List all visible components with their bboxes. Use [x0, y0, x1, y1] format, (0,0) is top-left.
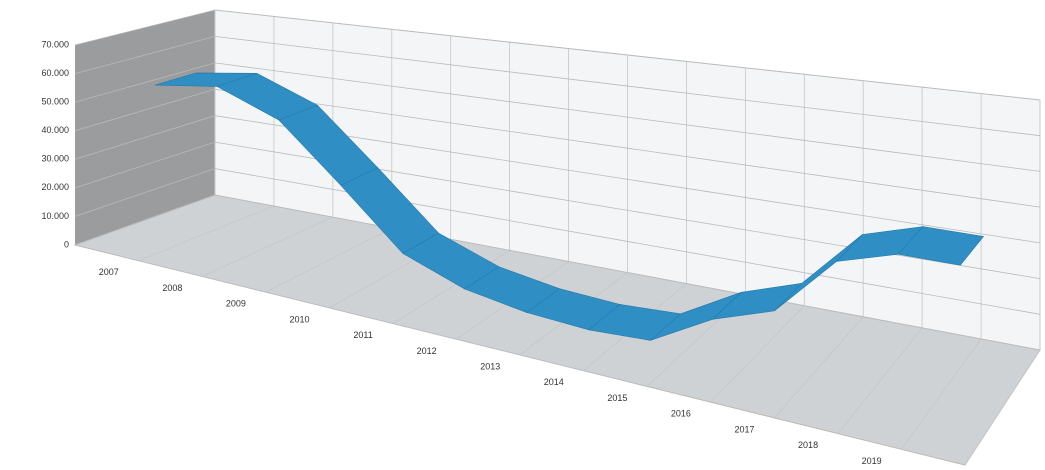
x-tick-label: 2018	[798, 440, 818, 450]
y-tick-label: 30.000	[41, 154, 69, 164]
y-tick-label: 40.000	[41, 125, 69, 135]
side-wall	[75, 10, 215, 245]
ribbon-segment	[897, 226, 985, 266]
grid-line	[74, 141, 1041, 279]
x-tick-label: 2014	[544, 377, 564, 387]
x-tick-label: 2009	[226, 299, 246, 309]
y-tick-label: 20.000	[41, 182, 69, 192]
y-tick-label: 60.000	[41, 68, 69, 78]
x-tick-label: 2013	[480, 362, 500, 372]
x-tick-label: 2011	[353, 330, 372, 340]
x-tick-label: 2017	[734, 424, 754, 434]
y-tick-label: 10.000	[41, 211, 69, 221]
x-tick-label: 2010	[289, 314, 309, 324]
grid-line	[74, 115, 1041, 244]
grid-line	[74, 9, 1041, 101]
grid-line	[74, 168, 1041, 315]
y-tick-label: 70.000	[41, 39, 69, 49]
grid-line	[74, 35, 1041, 137]
grid-line	[74, 62, 1041, 172]
x-tick-label: 2008	[162, 283, 182, 293]
x-tick-label: 2019	[862, 456, 882, 466]
x-tick-label: 2015	[607, 393, 627, 403]
grid-line	[74, 88, 1041, 208]
y-tick-label: 0	[64, 239, 69, 249]
x-tick-label: 2007	[99, 267, 119, 277]
x-tick-label: 2016	[671, 409, 691, 419]
x-tick-label: 2012	[417, 346, 437, 356]
y-tick-label: 50.000	[41, 97, 69, 107]
